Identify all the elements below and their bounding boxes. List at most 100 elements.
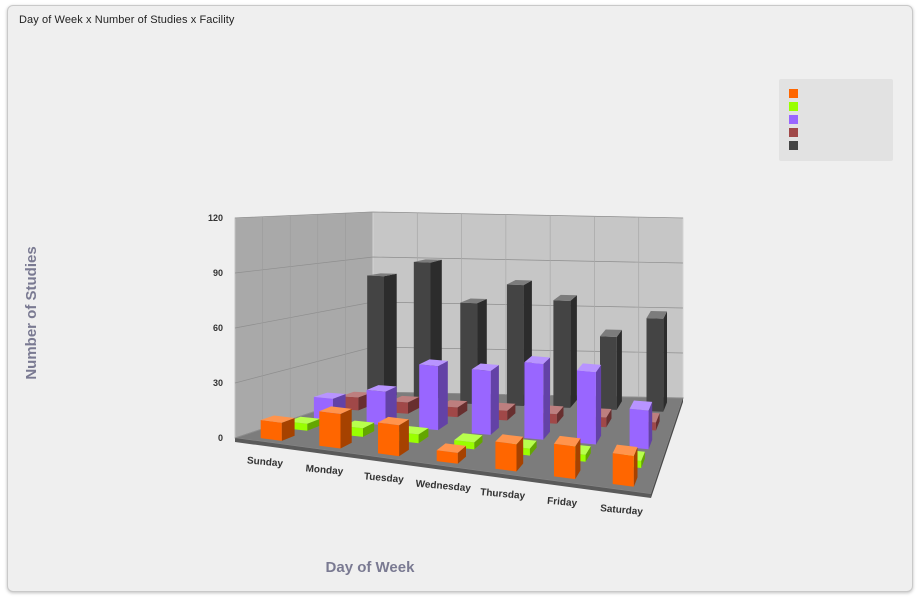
bar-side [633, 447, 638, 487]
y-gridline [234, 256, 684, 274]
bar [553, 294, 577, 408]
bar-front [319, 411, 341, 449]
bar-top [495, 434, 524, 445]
bar-top [506, 280, 532, 286]
bar [629, 400, 653, 450]
bar-side [457, 401, 468, 418]
y-axis-title: Number of Studies [23, 246, 40, 379]
bar-side [641, 451, 645, 468]
bar [366, 385, 397, 426]
bar-side [516, 436, 524, 472]
y-tick-label: 0 [218, 433, 223, 443]
bar-top [390, 395, 420, 403]
bar-front [646, 318, 664, 412]
legend-swatch [789, 89, 798, 98]
bar-side [307, 418, 321, 431]
bar-side [363, 422, 375, 437]
bar-top [287, 416, 321, 424]
bar-front [495, 441, 517, 472]
panel-title: Day of Week x Number of Studies x Facili… [19, 14, 235, 26]
y-tick-label: 60 [213, 323, 223, 333]
bar-top [319, 406, 352, 414]
bar-side [474, 435, 483, 450]
bar [471, 363, 499, 435]
bar [319, 406, 352, 449]
bar-top [367, 273, 397, 277]
bar [436, 443, 466, 464]
bar-top [577, 363, 602, 373]
bar-side [606, 409, 612, 428]
x-axis-title: Day of Week [326, 559, 416, 576]
bar [646, 311, 667, 412]
bar-side [408, 396, 420, 414]
bar-side [438, 360, 448, 431]
bar-top [436, 443, 466, 453]
y-tick-label: 120 [208, 213, 223, 223]
bar-side [281, 418, 295, 441]
bar-top [260, 415, 295, 423]
x-tick-label: Saturday [600, 503, 644, 518]
bar-top [313, 392, 346, 399]
bar-top [600, 329, 622, 337]
legend-item [789, 88, 889, 100]
bar-top [419, 359, 448, 367]
bar [367, 273, 397, 401]
bar [600, 329, 622, 410]
bar-front [471, 369, 491, 435]
bar-front [367, 275, 384, 401]
bar-side [384, 273, 397, 401]
bar-front [577, 370, 596, 445]
bar-top [471, 363, 499, 371]
legend-swatch [789, 115, 798, 124]
chart-labels: 0 30 60 90 120 Sunday Monday Tuesday Wednesday Th… [23, 213, 644, 576]
bar-front [612, 453, 634, 487]
bar-side [648, 401, 653, 450]
y-tick-label: 30 [213, 378, 223, 388]
bar-side [556, 406, 564, 424]
legend-item [789, 114, 889, 126]
floor-front-edge [235, 438, 651, 498]
bar-front [378, 422, 400, 457]
y-gridline [234, 211, 684, 219]
3d-bar-chart: 0 30 60 90 120 Sunday Monday Tuesday Wednesday Th… [23, 211, 684, 576]
bar-side [595, 364, 602, 445]
bar-side [418, 428, 429, 444]
bar [419, 359, 448, 431]
x-tick-label: Thursday [480, 487, 526, 502]
bar [554, 435, 581, 480]
bar-side [457, 445, 466, 464]
legend-item [789, 140, 889, 152]
bar-top [454, 433, 483, 443]
bar-front [419, 364, 439, 431]
bar-top [554, 435, 581, 447]
bar-top [460, 298, 487, 304]
legend-swatch [789, 102, 798, 111]
bar-top [413, 259, 442, 263]
bar-front [436, 450, 458, 464]
bar-side [529, 440, 537, 456]
bar [524, 356, 550, 440]
bar [260, 415, 295, 441]
bar-side [575, 438, 581, 480]
chart-legend [779, 79, 893, 161]
x-tick-label: Monday [305, 463, 344, 477]
bar-top [553, 294, 577, 301]
legend-item [789, 127, 889, 139]
bar-side [385, 386, 397, 426]
x-tick-label: Wednesday [415, 479, 472, 495]
x-tick-label: Friday [547, 496, 578, 510]
bar-top [629, 400, 653, 411]
x-tick-label: Sunday [246, 455, 283, 469]
bar-front [260, 420, 282, 441]
bar-side [616, 329, 622, 410]
floor-side-edge [651, 398, 683, 498]
legend-swatch [789, 128, 798, 137]
bar-side [399, 419, 409, 457]
chart-bars [260, 259, 667, 487]
bar-front [366, 390, 386, 426]
bar [495, 434, 524, 472]
bar-top [340, 391, 372, 398]
legend-item [789, 101, 889, 113]
bar-side [340, 408, 352, 449]
bar-side [663, 311, 667, 412]
